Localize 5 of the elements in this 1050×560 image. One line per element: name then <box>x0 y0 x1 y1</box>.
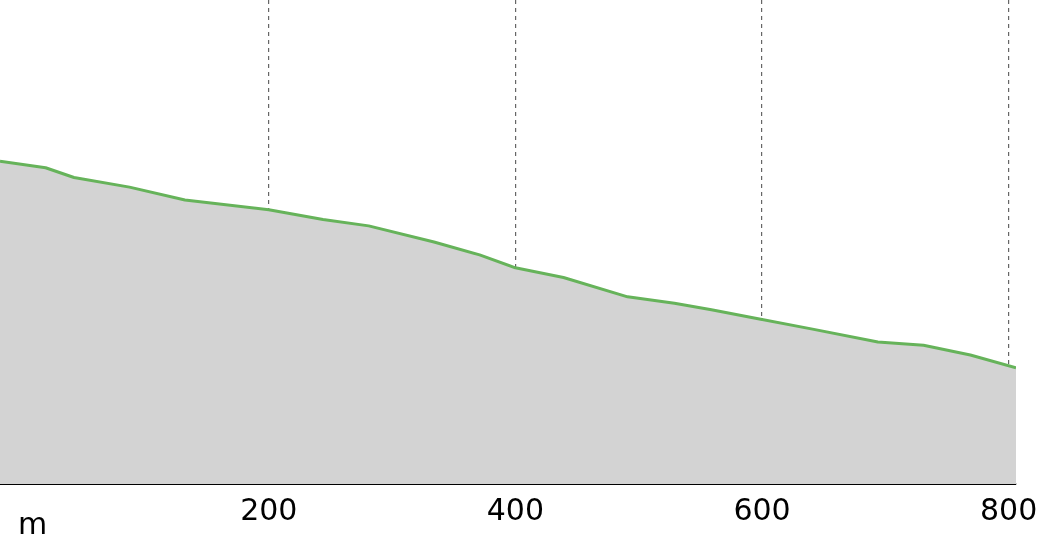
x-tick-label: 200 <box>240 491 298 527</box>
x-tick-label: 800 <box>979 491 1038 527</box>
x-tick-label: 400 <box>486 491 545 527</box>
x-tick-label: 600 <box>733 491 791 527</box>
x-axis-title: m <box>18 505 48 541</box>
